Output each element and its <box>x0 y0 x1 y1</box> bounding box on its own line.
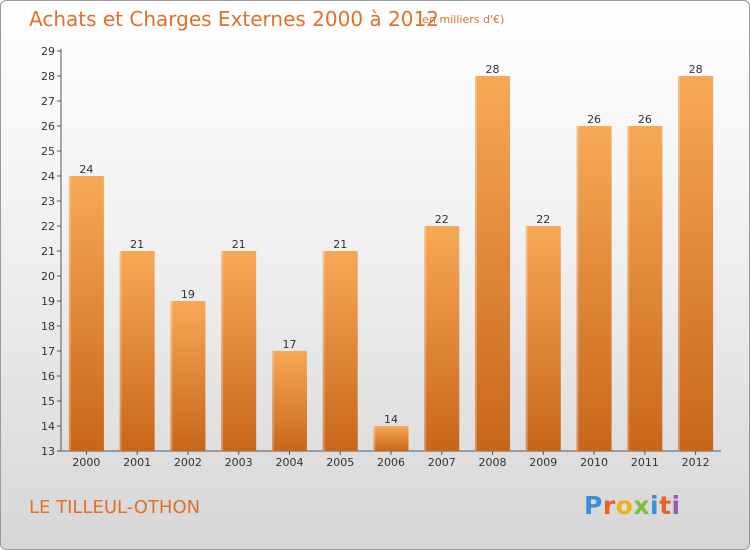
bar-2002 <box>170 301 206 451</box>
logo-letter: x <box>633 491 650 520</box>
bar-highlight <box>68 176 71 451</box>
bar-highlight <box>373 426 376 451</box>
logo-letter: o <box>615 491 634 520</box>
y-tick-label: 20 <box>41 270 55 283</box>
bar-value-label: 28 <box>689 63 703 76</box>
y-tick-label: 14 <box>41 420 55 433</box>
bar-2005 <box>322 251 358 451</box>
y-tick-label: 24 <box>41 170 55 183</box>
logo-letter: t <box>659 491 672 520</box>
x-tick-label: 2012 <box>682 456 710 469</box>
bar-highlight <box>475 76 478 451</box>
y-tick-label: 18 <box>41 320 55 333</box>
bar-value-label: 22 <box>435 213 449 226</box>
bar-2012 <box>678 76 714 451</box>
x-tick-label: 2002 <box>174 456 202 469</box>
bar-value-label: 19 <box>181 288 195 301</box>
bar-highlight <box>424 226 427 451</box>
logo-letter: r <box>602 491 616 520</box>
y-tick-label: 29 <box>41 45 55 58</box>
bar-highlight <box>119 251 122 451</box>
bar-2001 <box>119 251 155 451</box>
y-tick-label: 21 <box>41 245 55 258</box>
y-tick-label: 17 <box>41 345 55 358</box>
chart-subtitle: (en milliers d'€) <box>418 13 505 26</box>
bar-highlight <box>170 301 173 451</box>
bar-2010 <box>576 126 612 451</box>
bar-value-label: 26 <box>587 113 601 126</box>
y-tick-label: 22 <box>41 220 55 233</box>
bar-highlight <box>576 126 579 451</box>
bar-value-label: 21 <box>232 238 246 251</box>
x-tick-label: 2003 <box>225 456 253 469</box>
x-tick-label: 2008 <box>479 456 507 469</box>
bar-2011 <box>627 126 663 451</box>
bar-2003 <box>221 251 257 451</box>
bar-highlight <box>271 351 274 451</box>
x-tick-label: 2009 <box>529 456 557 469</box>
bar-2007 <box>424 226 460 451</box>
bar-2006 <box>373 426 409 451</box>
bar-value-label: 26 <box>638 113 652 126</box>
bar-value-label: 21 <box>130 238 144 251</box>
y-tick-label: 23 <box>41 195 55 208</box>
bar-value-label: 24 <box>79 163 93 176</box>
commune-name: LE TILLEUL-OTHON <box>29 497 201 518</box>
bar-highlight <box>525 226 528 451</box>
y-tick-label: 25 <box>41 145 55 158</box>
y-tick-label: 26 <box>41 120 55 133</box>
bar-2009 <box>525 226 561 451</box>
x-tick-label: 2007 <box>428 456 456 469</box>
bar-value-label: 14 <box>384 413 398 426</box>
bar-value-label: 17 <box>282 338 296 351</box>
chart-title: Achats et Charges Externes 2000 à 2012 <box>29 7 439 31</box>
x-tick-label: 2011 <box>631 456 659 469</box>
logo-letter: i <box>650 491 660 520</box>
bar-2000 <box>68 176 104 451</box>
proxiti-logo: Proxiti <box>584 491 681 520</box>
x-tick-label: 2004 <box>275 456 303 469</box>
y-tick-label: 28 <box>41 70 55 83</box>
y-tick-label: 15 <box>41 395 55 408</box>
logo-letter: i <box>671 491 681 520</box>
x-tick-label: 2000 <box>72 456 100 469</box>
logo-letter: P <box>584 491 603 520</box>
bar-value-label: 21 <box>333 238 347 251</box>
y-tick-label: 16 <box>41 370 55 383</box>
y-tick-label: 27 <box>41 95 55 108</box>
bar-value-label: 28 <box>486 63 500 76</box>
bar-highlight <box>322 251 325 451</box>
x-tick-label: 2005 <box>326 456 354 469</box>
bar-highlight <box>627 126 630 451</box>
y-tick-label: 19 <box>41 295 55 308</box>
y-tick-label: 13 <box>41 445 55 458</box>
bar-highlight <box>221 251 224 451</box>
bar-2008 <box>475 76 511 451</box>
x-tick-label: 2006 <box>377 456 405 469</box>
bar-highlight <box>678 76 681 451</box>
bar-value-label: 22 <box>536 213 550 226</box>
x-tick-label: 2001 <box>123 456 151 469</box>
bar-2004 <box>271 351 307 451</box>
x-tick-label: 2010 <box>580 456 608 469</box>
